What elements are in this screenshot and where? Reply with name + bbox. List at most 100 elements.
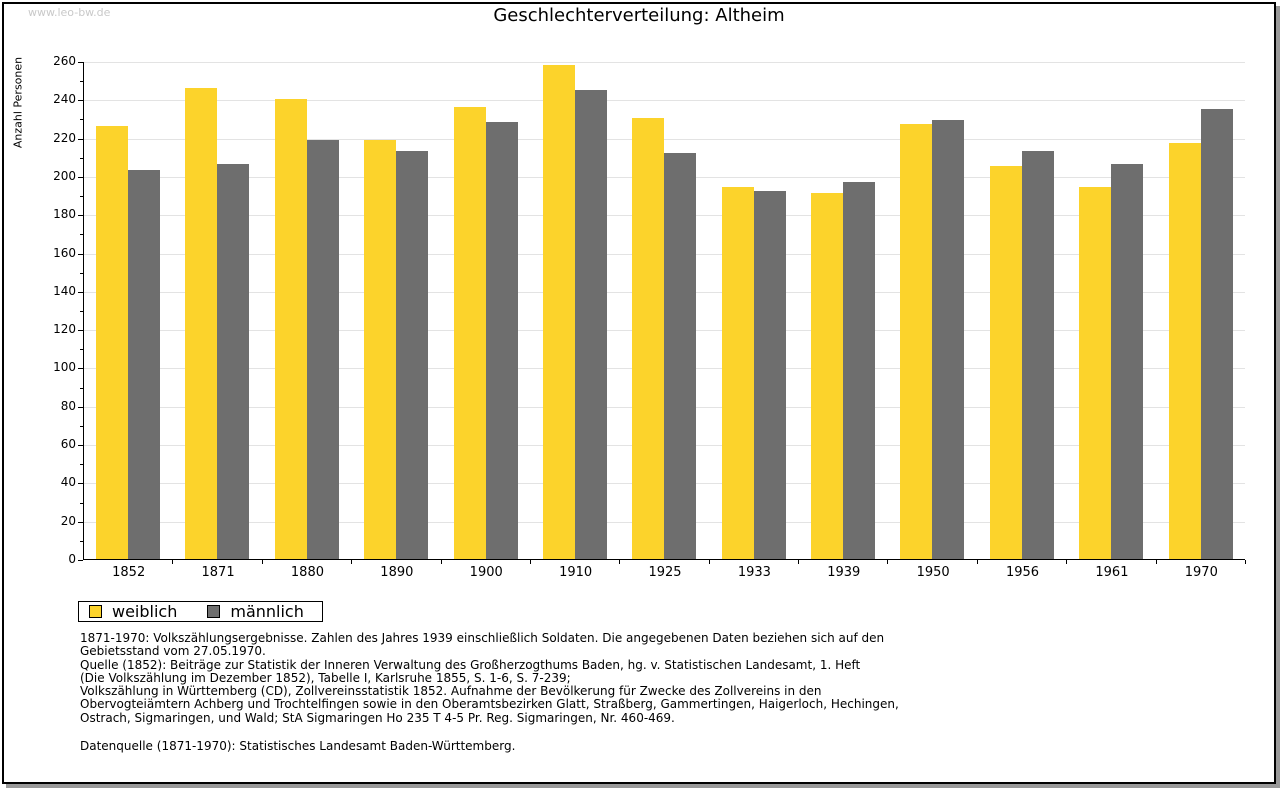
y-tick-label: 140 [53,283,76,298]
bar-weiblich-1956 [989,166,1022,559]
x-tick [1155,560,1157,564]
bar-weiblich-1933 [721,187,754,559]
x-tick-label: 1890 [380,565,414,580]
chart-title: Geschlechterverteilung: Altheim [493,5,785,26]
bar-weiblich-1890 [364,139,397,559]
bar-männlich-1933 [753,191,786,559]
y-tick [80,119,83,121]
bar-weiblich-1910 [542,64,575,559]
weiblich-swatch-icon [89,605,102,618]
y-tick [78,62,83,63]
x-tick [440,560,442,564]
legend-label-maennlich: männlich [230,602,304,621]
x-tick [1245,560,1246,564]
y-tick [80,81,83,83]
bar-männlich-1890 [396,151,429,559]
y-tick-label: 180 [53,207,76,222]
gridline [84,62,1245,63]
footnote-line: Ostrach, Sigmaringen, und Wald; StA Sigm… [80,710,675,725]
x-tick [887,560,889,564]
footnote-line: Quelle (1852): Beiträge zur Statistik de… [80,657,861,672]
x-tick-label: 1880 [290,565,324,580]
y-tick [78,483,83,485]
x-tick-label: 1852 [112,565,146,580]
bar-männlich-1925 [664,152,697,559]
bar-männlich-1910 [574,89,607,559]
bar-weiblich-1970 [1168,143,1201,559]
y-tick [78,330,83,332]
y-tick-label: 100 [53,360,76,375]
x-tick [529,560,531,564]
x-tick [172,560,174,564]
bar-weiblich-1961 [1079,187,1112,559]
bar-weiblich-1900 [453,106,486,559]
x-tick-label: 1950 [916,565,950,580]
y-tick-label: 240 [53,92,76,107]
watermark-leo-bw: www.leo-bw.de [28,6,111,19]
y-tick [78,138,83,140]
footnote-line: Volkszählung in Württemberg (CD), Zollve… [80,684,822,699]
y-tick-label: 160 [53,245,76,260]
gridline [84,138,1245,140]
y-tick [80,540,83,542]
y-tick [78,253,83,255]
bar-männlich-1880 [306,139,339,559]
x-tick-label: 1939 [827,565,861,580]
footnote-line: 1871-1970: Volkszählungsergebnisse. Zahl… [80,631,885,645]
x-tick-label: 1871 [201,565,235,580]
x-tick [798,560,800,564]
y-tick [78,291,83,293]
y-tick-label: 80 [60,398,76,413]
y-tick-label: 60 [60,437,76,452]
y-tick-label: 0 [68,552,76,566]
footnote-line: Obervogteiämtern Achberg und Trochtelfin… [80,697,899,712]
bar-männlich-1970 [1200,108,1233,559]
y-tick [80,464,83,466]
x-tick [708,560,710,564]
footnote-text: 1871-1970: Volkszählungsergebnisse. Zahl… [80,631,1200,725]
bar-weiblich-1950 [900,124,933,559]
x-tick [261,560,263,564]
y-tick-label: 220 [53,130,76,145]
gridline [84,100,1245,102]
legend-item-maennlich: männlich [207,602,304,621]
y-tick [80,311,83,312]
bar-weiblich-1925 [632,118,665,559]
plot-area: 0 20 40 60 80 100 120 140 160 180 200 220 240 260 185… [53,54,1246,580]
chart-page: www.leo-bw.de Geschlechterverteilung: Al… [4,4,1274,782]
y-tick [78,176,83,178]
y-tick [78,368,83,370]
y-tick [78,560,83,561]
y-axis-title: Anzahl Personen [11,56,25,149]
bar-weiblich-1939 [811,193,844,559]
legend-label-weiblich: weiblich [112,602,178,621]
x-tick-label: 1970 [1184,565,1218,580]
x-tick-label: 1961 [1095,565,1129,580]
y-tick [80,272,83,274]
y-tick [78,406,83,408]
y-tick [80,387,83,389]
y-tick-label: 260 [53,54,76,68]
legend-item-weiblich: weiblich [89,602,177,621]
y-tick [80,157,83,159]
y-tick [78,521,83,523]
datasource-text: Datenquelle (1871-1970): Statistisches L… [80,739,516,753]
footnote-line: Gebietsstand vom 27.05.1970. [80,644,266,659]
bar-männlich-1852 [128,170,160,559]
x-tick-label: 1910 [559,565,593,580]
y-tick-label: 120 [53,322,76,337]
x-tick [351,560,353,564]
y-tick [80,425,83,427]
bar-männlich-1950 [932,120,965,559]
maennlich-swatch-icon [207,605,221,618]
x-tick [976,560,978,564]
y-tick [78,445,83,447]
bar-weiblich-1871 [185,87,218,559]
x-tick [1066,560,1068,564]
bar-männlich-1939 [843,181,876,559]
bar-weiblich-1880 [274,99,307,559]
legend: weiblich männlich [78,601,323,622]
x-tick-label: 1956 [1005,565,1040,580]
footnote-line: (Die Volkszählung im Dezember 1852), Tab… [80,670,571,685]
